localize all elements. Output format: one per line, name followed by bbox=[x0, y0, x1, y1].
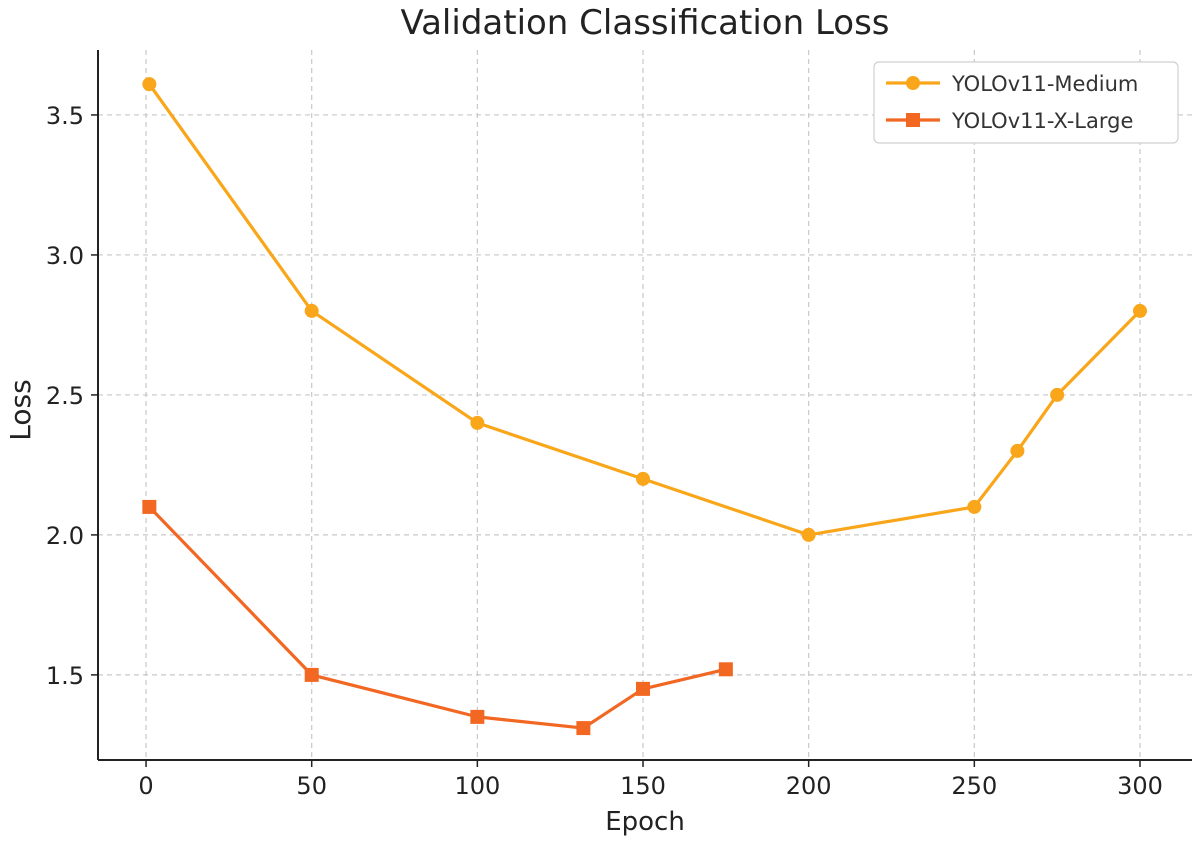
x-tick-label: 200 bbox=[786, 772, 832, 800]
data-point bbox=[718, 662, 733, 677]
grid bbox=[98, 50, 1192, 760]
legend: YOLOv11-Medium YOLOv11-X-Large bbox=[873, 61, 1179, 144]
y-axis-label: Loss bbox=[4, 379, 37, 440]
x-ticks: 0 50 100 150 200 250 300 bbox=[138, 760, 1163, 800]
series-line bbox=[148, 83, 1142, 537]
data-point bbox=[576, 721, 591, 736]
data-point bbox=[470, 709, 485, 724]
y-tick-label: 1.5 bbox=[46, 662, 84, 690]
x-tick-label: 150 bbox=[620, 772, 666, 800]
x-tick-label: 300 bbox=[1117, 772, 1163, 800]
series-yolov11-medium bbox=[142, 77, 1147, 542]
legend-marker bbox=[906, 113, 920, 127]
data-point bbox=[636, 681, 651, 696]
data-point bbox=[142, 499, 157, 514]
data-point bbox=[801, 527, 816, 542]
y-tick-label: 3.5 bbox=[46, 102, 84, 130]
series-line bbox=[148, 505, 727, 730]
data-point bbox=[304, 303, 319, 318]
y-tick-label: 2.5 bbox=[46, 382, 84, 410]
chart-title: Validation Classification Loss bbox=[400, 3, 889, 43]
y-tick-label: 3.0 bbox=[46, 242, 84, 270]
y-ticks: 1.5 2.0 2.5 3.0 3.5 bbox=[46, 102, 98, 690]
data-point bbox=[1132, 303, 1147, 318]
data-point bbox=[470, 415, 485, 430]
data-point bbox=[1050, 387, 1065, 402]
legend-label: YOLOv11-Medium bbox=[951, 72, 1138, 96]
x-tick-label: 0 bbox=[138, 772, 153, 800]
legend-item: YOLOv11-X-Large bbox=[886, 109, 1133, 133]
x-tick-label: 250 bbox=[951, 772, 997, 800]
series-yolov11-x-large bbox=[142, 499, 733, 736]
data-point bbox=[636, 471, 651, 486]
legend-box bbox=[873, 61, 1179, 144]
axes bbox=[97, 50, 1192, 761]
x-tick-label: 50 bbox=[296, 772, 327, 800]
data-point bbox=[1010, 443, 1025, 458]
legend-marker bbox=[906, 76, 920, 90]
data-point bbox=[142, 77, 157, 92]
x-tick-label: 100 bbox=[454, 772, 500, 800]
legend-label: YOLOv11-X-Large bbox=[951, 109, 1133, 133]
y-tick-label: 2.0 bbox=[46, 522, 84, 550]
series-group bbox=[142, 77, 1147, 736]
legend-item: YOLOv11-Medium bbox=[886, 72, 1138, 96]
data-point bbox=[304, 667, 319, 682]
data-point bbox=[967, 499, 982, 514]
x-axis-label: Epoch bbox=[605, 807, 685, 837]
